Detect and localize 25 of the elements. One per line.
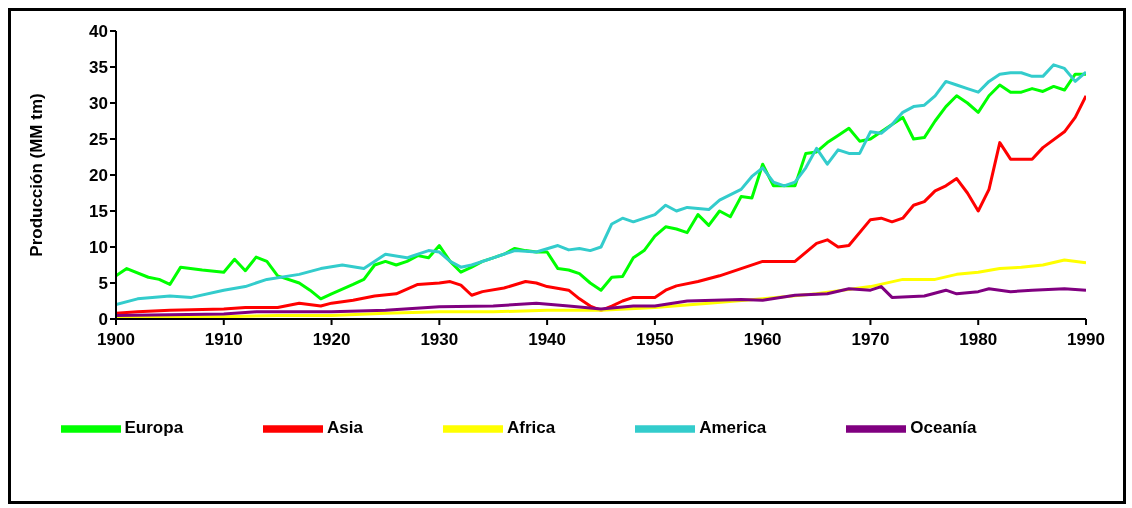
legend-label: America [699, 418, 767, 438]
x-tick-label: 1900 [97, 330, 135, 350]
x-tick-label: 1960 [743, 330, 782, 350]
y-tick-label: 10 [89, 238, 108, 258]
x-tick-label: 1940 [528, 330, 567, 350]
legend-label: Oceanía [910, 418, 977, 438]
y-axis-title: Producción (MM tm) [27, 93, 47, 257]
y-tick-label: 25 [89, 130, 108, 150]
legend-label: Asia [327, 418, 364, 438]
y-tick-label: 15 [89, 202, 108, 222]
legend-label: Africa [507, 418, 556, 438]
x-tick-label: 1990 [1067, 330, 1105, 350]
legend-label: Europa [124, 418, 184, 438]
y-tick-label: 0 [98, 310, 108, 330]
y-tick-label: 35 [89, 58, 108, 78]
y-tick-label: 20 [89, 166, 108, 186]
y-tick-label: 40 [89, 22, 108, 42]
x-tick-label: 1970 [851, 330, 890, 350]
x-tick-label: 1910 [204, 330, 243, 350]
x-tick-label: 1930 [420, 330, 459, 350]
y-tick-label: 30 [89, 94, 108, 114]
x-tick-label: 1980 [959, 330, 998, 350]
y-tick-label: 5 [98, 274, 108, 294]
x-tick-label: 1920 [312, 330, 351, 350]
x-tick-label: 1950 [635, 330, 674, 350]
